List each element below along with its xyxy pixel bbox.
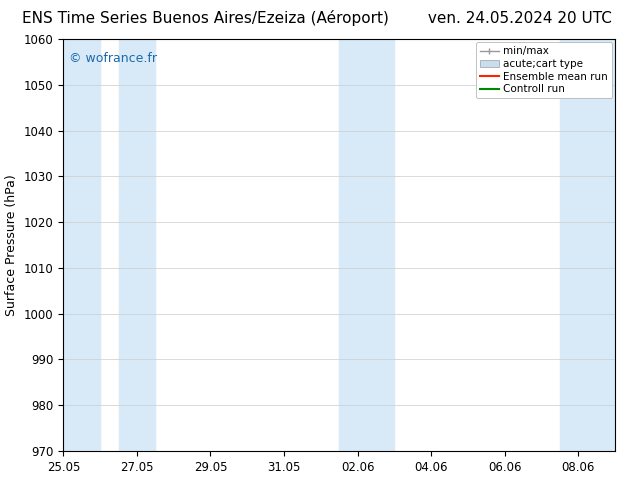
Y-axis label: Surface Pressure (hPa): Surface Pressure (hPa) [5, 174, 18, 316]
Bar [339, 39, 394, 451]
Text: ENS Time Series Buenos Aires/Ezeiza (Aéroport)        ven. 24.05.2024 20 UTC: ENS Time Series Buenos Aires/Ezeiza (Aér… [22, 10, 612, 26]
Legend: min/max, acute;cart type, Ensemble mean run, Controll run: min/max, acute;cart type, Ensemble mean … [476, 42, 612, 98]
Bar [560, 39, 615, 451]
Text: © wofrance.fr: © wofrance.fr [69, 51, 157, 65]
Bar [119, 39, 155, 451]
Bar [63, 39, 100, 451]
